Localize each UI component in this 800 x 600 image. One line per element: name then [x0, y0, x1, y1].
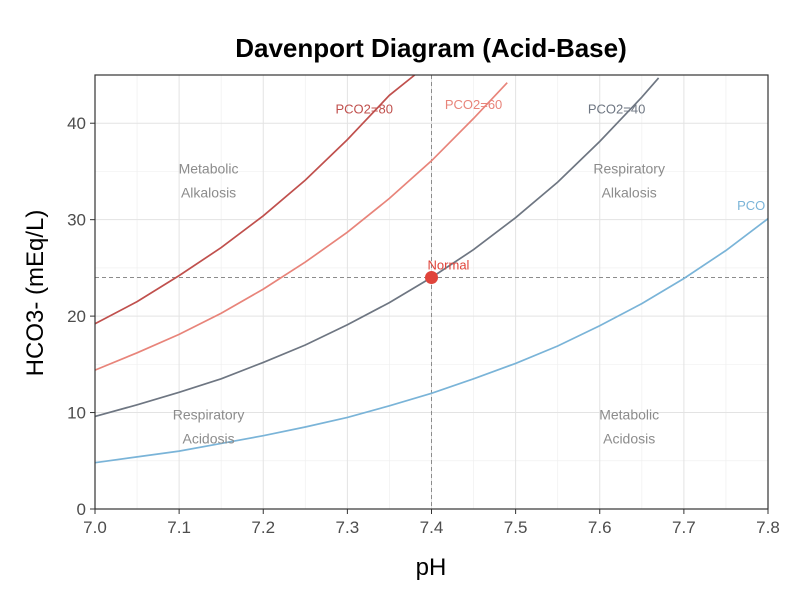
- x-tick-label: 7.3: [336, 518, 360, 537]
- curve-label: PCO2=80: [335, 102, 392, 117]
- y-tick-label: 10: [67, 404, 86, 423]
- curve-label: PCO: [737, 198, 765, 213]
- x-tick-label: 7.7: [672, 518, 696, 537]
- x-tick-label: 7.0: [83, 518, 107, 537]
- curve-labels: PCO2=80 PCO2=60 PCO2=40 PCO: [335, 97, 765, 213]
- region-label: Respiratory: [593, 160, 665, 176]
- points: Normal: [425, 258, 470, 285]
- curve-pco2-20: [94, 218, 769, 464]
- y-tick-label: 30: [67, 211, 86, 230]
- region-annotations: Metabolic Alkalosis Respiratory Alkalosis Re…: [173, 160, 665, 446]
- y-axis-ticks: 0 10 20 30 40: [67, 114, 95, 519]
- region-label: Alkalosis: [181, 184, 236, 200]
- normal-point-label: Normal: [428, 258, 470, 273]
- curve-label: PCO2=60: [445, 97, 502, 112]
- curve-label: PCO2=40: [588, 102, 645, 117]
- curve-pco2-40: [94, 77, 660, 418]
- y-tick-label: 0: [77, 500, 86, 519]
- x-axis-ticks: 7.0 7.1 7.2 7.3 7.4 7.5 7.6 7.7 7.8: [83, 509, 780, 537]
- region-label: Acidosis: [603, 430, 655, 446]
- x-tick-label: 7.6: [588, 518, 612, 537]
- region-label: Alkalosis: [602, 184, 657, 200]
- x-tick-label: 7.4: [420, 518, 444, 537]
- chart-title: Davenport Diagram (Acid-Base): [235, 33, 627, 63]
- region-label: Metabolic: [599, 406, 659, 422]
- region-label: Respiratory: [173, 406, 245, 422]
- y-tick-label: 40: [67, 114, 86, 133]
- region-label: Acidosis: [182, 430, 234, 446]
- normal-point: [425, 271, 438, 285]
- curve-pco2-60: [94, 82, 508, 371]
- x-tick-label: 7.8: [756, 518, 780, 537]
- x-tick-label: 7.1: [167, 518, 191, 537]
- curves: [94, 74, 769, 464]
- curve-pco2-80: [94, 74, 416, 325]
- x-tick-label: 7.2: [251, 518, 275, 537]
- x-tick-label: 7.5: [504, 518, 528, 537]
- x-axis-title: pH: [416, 554, 447, 581]
- y-axis-title: HCO3- (mEq/L): [22, 210, 49, 377]
- region-label: Metabolic: [179, 160, 239, 176]
- y-tick-label: 20: [67, 307, 86, 326]
